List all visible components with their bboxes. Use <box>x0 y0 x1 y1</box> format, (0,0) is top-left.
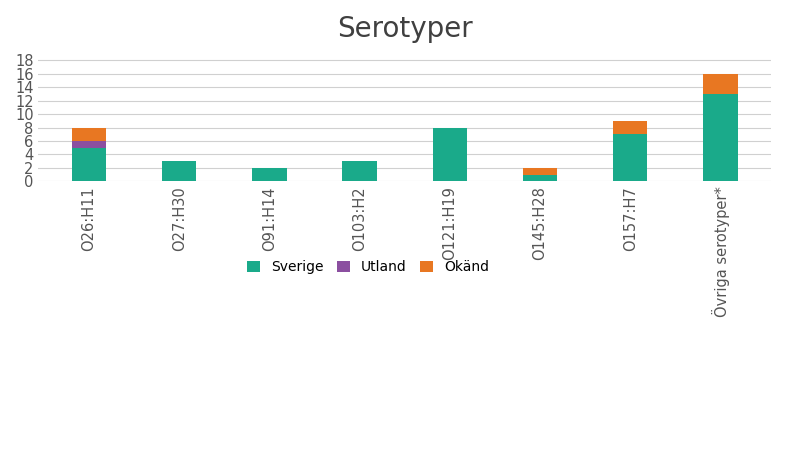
Bar <box>72 128 106 141</box>
Bar <box>613 121 648 134</box>
Bar <box>703 74 738 94</box>
Bar <box>72 141 106 148</box>
Bar <box>703 94 738 181</box>
Bar <box>72 148 106 181</box>
Bar <box>252 168 287 181</box>
Bar <box>162 161 196 181</box>
Bar <box>613 134 648 181</box>
Legend: Sverige, Utland, Okänd: Sverige, Utland, Okänd <box>241 255 494 279</box>
Bar <box>343 161 376 181</box>
Bar <box>433 128 467 181</box>
Title: Serotyper: Serotyper <box>337 15 472 43</box>
Bar <box>523 168 557 175</box>
Bar <box>523 175 557 181</box>
